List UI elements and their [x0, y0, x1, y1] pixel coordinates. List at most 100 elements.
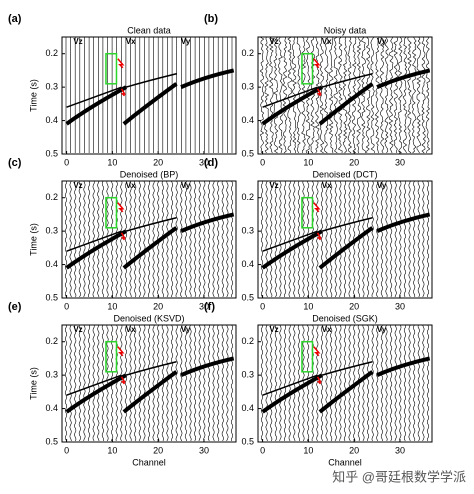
trace — [333, 36, 339, 154]
trace — [279, 324, 282, 442]
trace — [198, 324, 201, 442]
trace — [380, 180, 384, 298]
event — [180, 68, 235, 89]
trace — [69, 180, 72, 298]
event — [261, 85, 324, 126]
event — [321, 361, 373, 376]
trace — [268, 36, 274, 154]
trace — [106, 324, 109, 442]
trace — [408, 324, 411, 442]
trace — [411, 36, 417, 154]
trace — [283, 180, 287, 298]
trace — [426, 324, 430, 441]
x-tick-label: 20 — [349, 301, 359, 311]
trace — [334, 180, 337, 298]
trace — [230, 180, 234, 298]
trace — [371, 180, 374, 298]
event — [122, 370, 178, 414]
y-tick-label: 0.3 — [241, 370, 254, 380]
x-tick-label: 20 — [153, 157, 163, 167]
trace — [339, 324, 342, 442]
trace — [393, 36, 399, 154]
trace — [385, 324, 388, 442]
x-axis-label: Channel — [132, 457, 166, 467]
highlight-box — [301, 196, 314, 229]
event — [261, 373, 324, 414]
trace — [362, 180, 365, 298]
event — [262, 230, 318, 252]
event — [376, 212, 431, 233]
event — [261, 229, 324, 270]
trace — [273, 36, 279, 154]
component-label: Vx — [126, 325, 136, 334]
trace — [293, 180, 296, 298]
y-tick-label: 0.5 — [241, 292, 254, 302]
trace — [260, 180, 264, 298]
trace — [259, 36, 265, 154]
trace — [180, 324, 183, 442]
arrow — [117, 202, 125, 213]
panel-label: (d) — [204, 157, 218, 169]
trace — [207, 324, 211, 442]
trace — [138, 324, 141, 442]
x-tick-label: 10 — [107, 157, 117, 167]
trace — [134, 180, 137, 298]
trace — [198, 180, 201, 298]
x-tick-label: 30 — [395, 445, 405, 455]
trace — [64, 180, 68, 298]
x-tick-label: 0 — [64, 445, 69, 455]
event — [180, 212, 235, 233]
trace — [302, 324, 305, 442]
arrow — [313, 58, 321, 69]
trace — [189, 180, 192, 298]
event — [65, 229, 128, 270]
trace — [143, 324, 146, 442]
trace — [83, 324, 86, 442]
trace — [339, 180, 342, 298]
y-tick-label: 0.5 — [241, 436, 254, 446]
panel-title: Denoised (SGK) — [312, 313, 378, 323]
trace — [106, 180, 109, 298]
trace — [69, 324, 72, 442]
plot-frame — [61, 36, 237, 155]
trace — [78, 324, 81, 442]
trace — [324, 36, 329, 154]
trace — [166, 324, 169, 442]
y-tick-label: 0.4 — [45, 403, 58, 413]
event — [125, 217, 177, 232]
arrow — [313, 346, 321, 357]
trace — [325, 180, 328, 298]
trace — [74, 180, 77, 298]
trace — [288, 180, 291, 298]
panel-label: (b) — [204, 13, 218, 25]
trace — [64, 324, 68, 442]
trace — [189, 324, 192, 442]
component-label: Vx — [322, 181, 332, 190]
trace — [408, 180, 411, 298]
trace — [380, 324, 384, 442]
trace — [353, 180, 356, 298]
highlight-box — [105, 52, 118, 85]
trace — [278, 36, 283, 154]
trace — [403, 180, 407, 298]
trace — [170, 180, 174, 298]
component-label: Vx — [322, 325, 332, 334]
highlight-box — [105, 340, 118, 373]
trace — [184, 180, 188, 298]
trace — [301, 36, 307, 154]
panel-title: Denoised (KSVD) — [113, 313, 184, 323]
trace — [152, 324, 155, 442]
y-tick-label: 0.4 — [241, 115, 254, 125]
trace — [217, 324, 220, 442]
event — [180, 356, 235, 377]
component-label: Vz — [73, 325, 82, 334]
x-tick-label: 30 — [199, 157, 209, 167]
watermark: 知乎 @哥廷根数学学派 — [332, 469, 466, 484]
trace — [147, 324, 151, 442]
trace — [370, 36, 375, 154]
event — [66, 374, 122, 396]
y-tick-label: 0.4 — [241, 259, 254, 269]
event — [122, 226, 178, 270]
y-tick-label: 0.2 — [241, 48, 254, 58]
